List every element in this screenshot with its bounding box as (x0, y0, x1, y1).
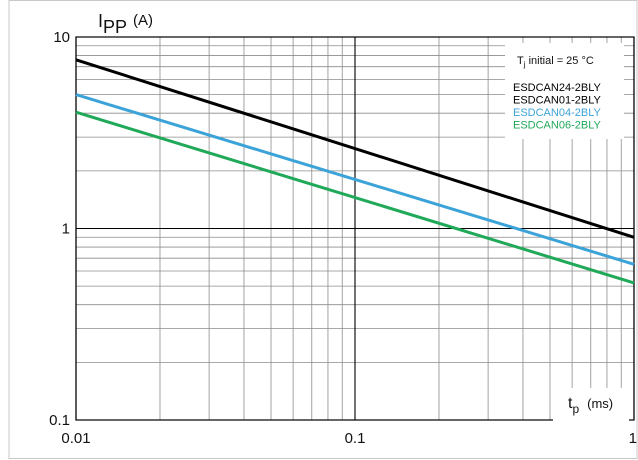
plot-area (75, 36, 635, 421)
y-axis-label-unit: (A) (133, 12, 153, 29)
legend-items: ESDCAN24-2BLYESDCAN01-2BLYESDCAN04-2BLYE… (513, 82, 601, 132)
legend-entry: ESDCAN24-2BLY (513, 82, 601, 94)
x-axis-label-unit: (ms) (587, 396, 613, 411)
legend-entry: ESDCAN06-2BLY (513, 120, 601, 132)
annotation-sub: j (523, 60, 526, 69)
annotation-main: T (517, 55, 524, 67)
x-axis-label: tp (ms) (568, 395, 613, 416)
y-axis-label-sub: PP (103, 17, 127, 37)
x-axis-label-sub: p (572, 402, 579, 416)
x-tick-label: 0.01 (61, 430, 90, 447)
series-line (75, 110, 635, 285)
y-axis-label-main: I (98, 11, 103, 31)
series-layer (75, 58, 635, 285)
y-axis-label: IPP (A) (98, 11, 153, 37)
x-tick-label: 0.1 (345, 430, 366, 447)
series-line (75, 93, 635, 266)
legend-background (505, 43, 624, 139)
annotation-rest: initial = 25 °C (526, 55, 594, 67)
legend: Tj initial = 25 °C ESDCAN24-2BLYESDCAN01… (505, 43, 624, 139)
legend-entry: ESDCAN04-2BLY (513, 107, 601, 119)
x-tick-label: 1 (629, 430, 637, 447)
y-tick-label: 1 (62, 221, 70, 238)
temperature-annotation: Tj initial = 25 °C (517, 55, 594, 69)
series-line (75, 58, 635, 239)
y-tick-label: 0.1 (49, 412, 70, 429)
x-axis-label-main: t (568, 395, 573, 412)
legend-entry: ESDCAN01-2BLY (513, 95, 601, 107)
x-axis-label-background (553, 388, 629, 424)
y-tick-label: 10 (53, 29, 70, 46)
x-axis-label-group: tp (ms) (553, 388, 629, 424)
